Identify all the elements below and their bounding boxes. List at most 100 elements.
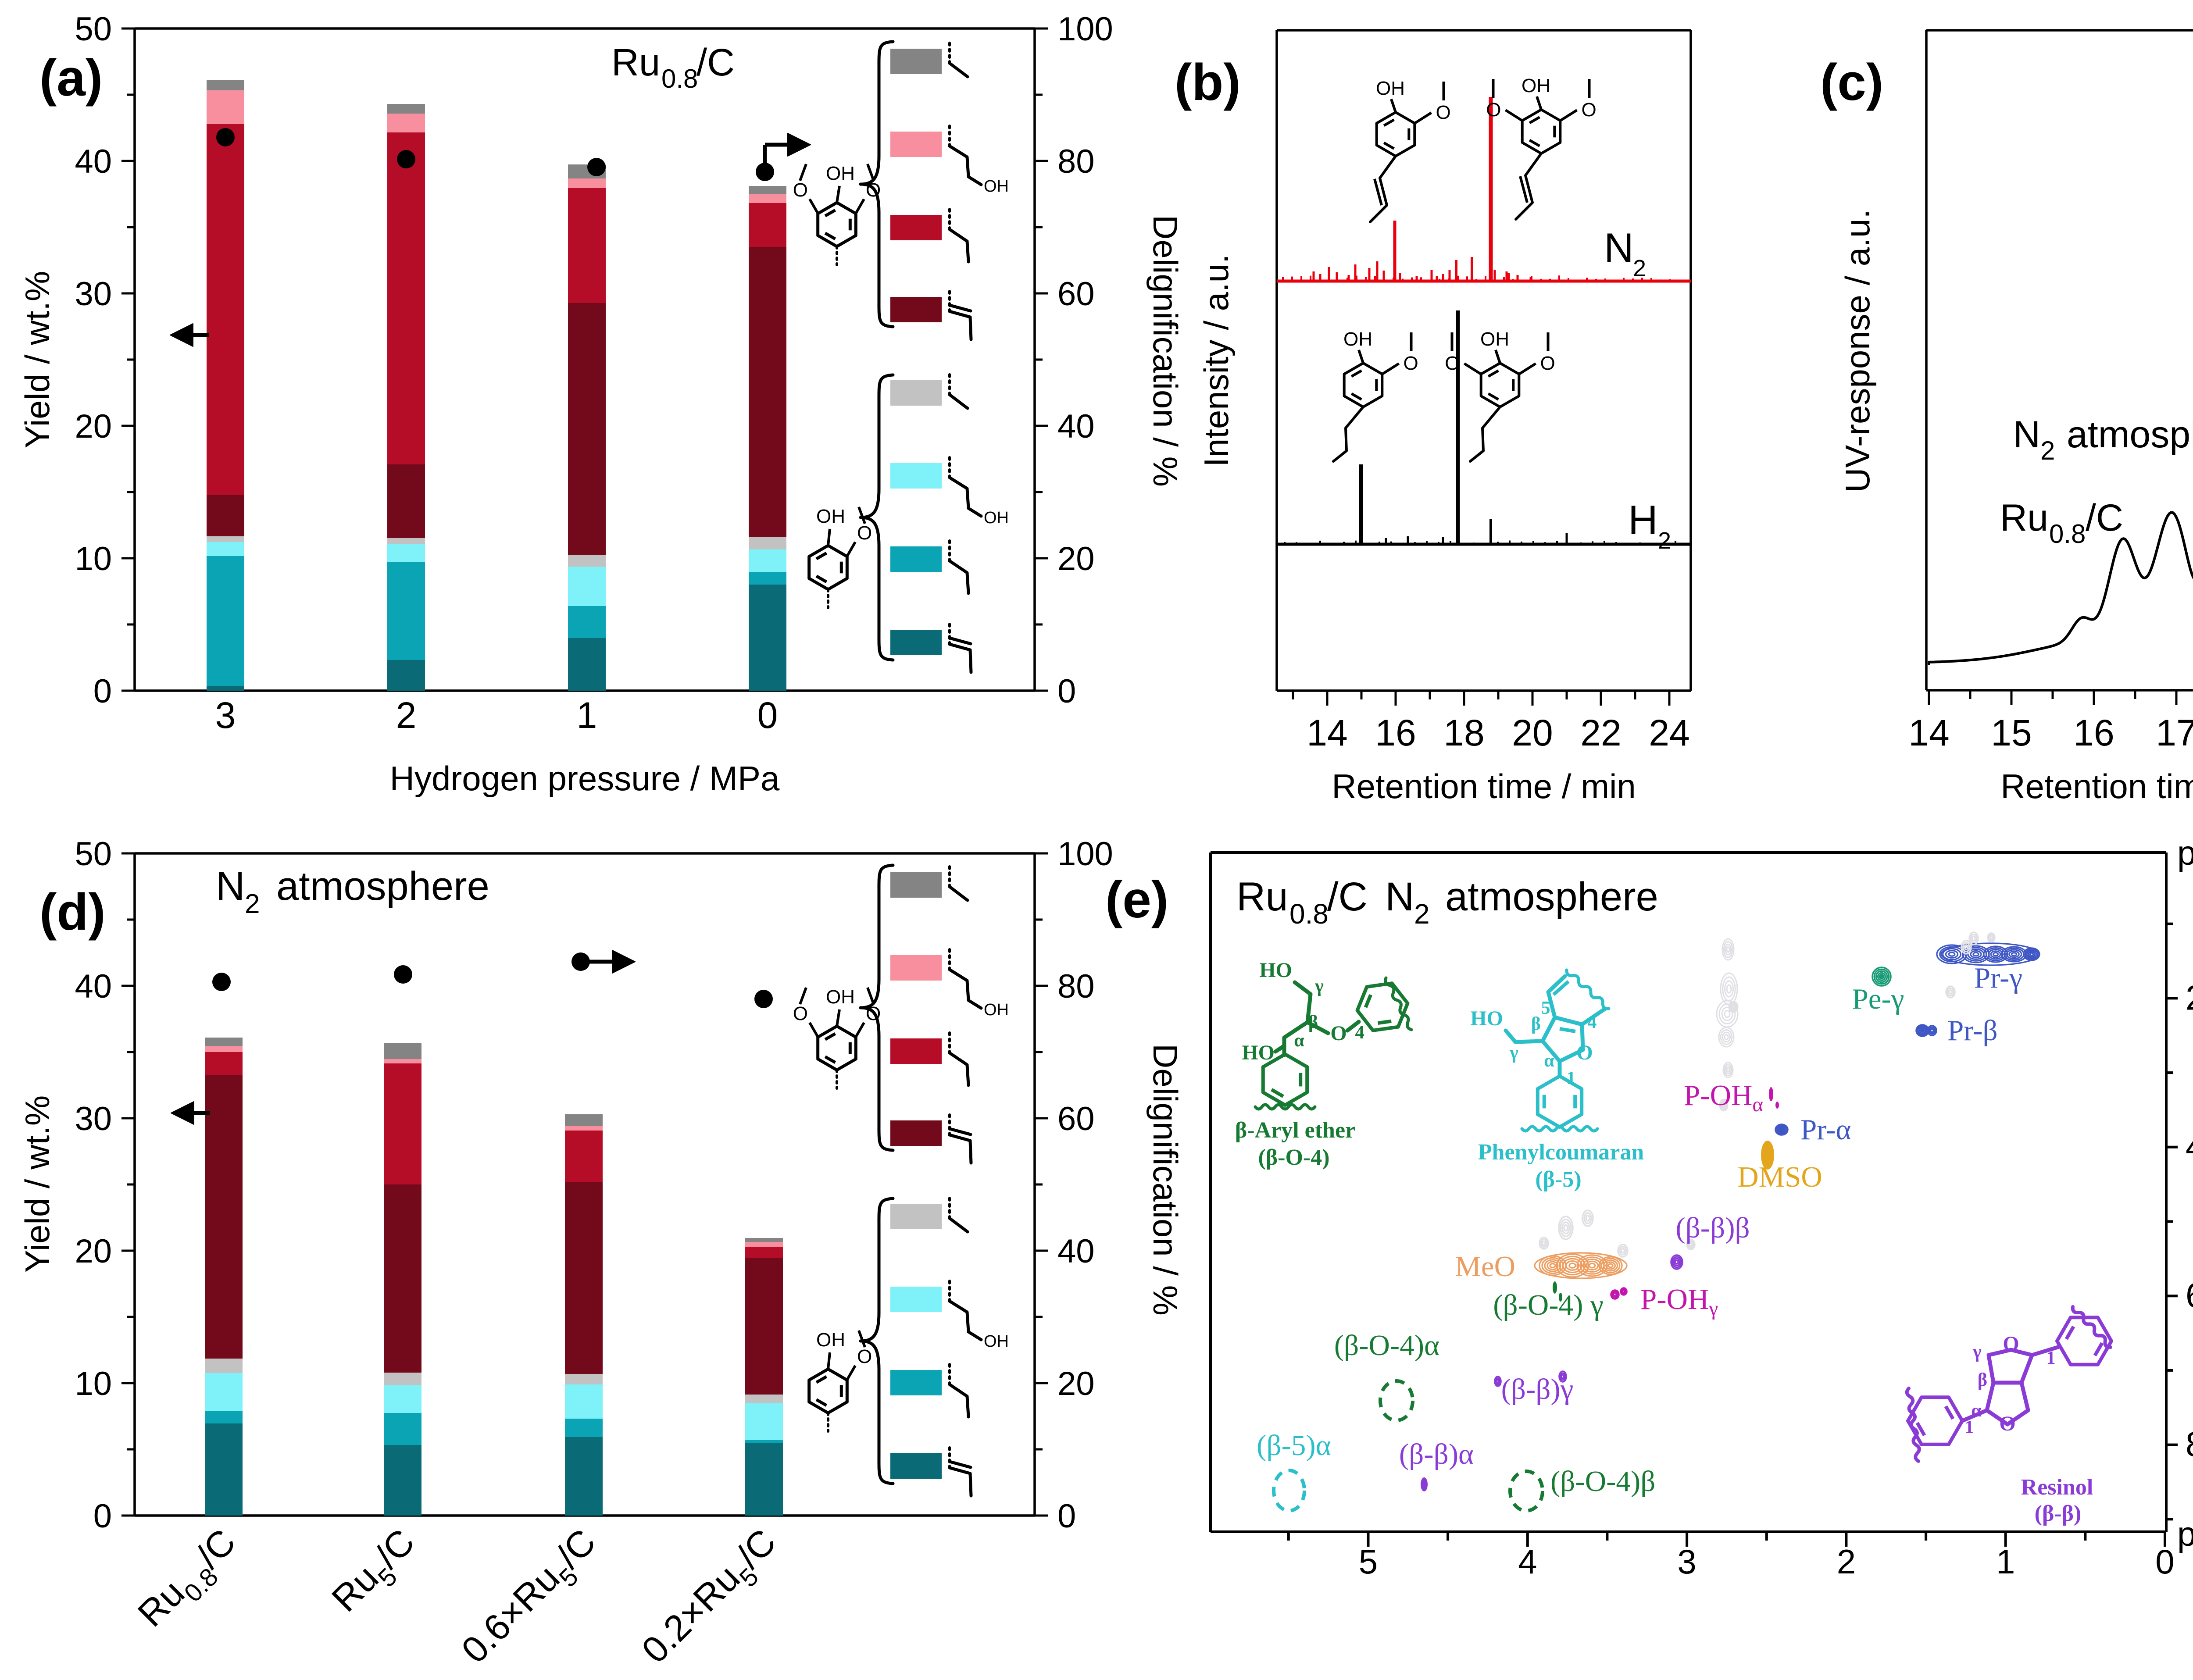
- svg-text:/C: /C: [696, 41, 735, 84]
- svg-text:O: O: [1330, 1022, 1347, 1045]
- svg-text:(β-5): (β-5): [1535, 1167, 1581, 1192]
- svg-text:5: 5: [1359, 1542, 1378, 1581]
- svg-text:3: 3: [1677, 1542, 1696, 1581]
- svg-text:α: α: [1544, 1051, 1554, 1071]
- svg-text:Ru: Ru: [611, 41, 660, 84]
- svg-text:DMSO: DMSO: [1737, 1161, 1822, 1193]
- svg-text:OH: OH: [826, 163, 855, 184]
- svg-text:0: 0: [757, 695, 778, 736]
- svg-text:OH: OH: [984, 509, 1009, 527]
- svg-text:(b): (b): [1175, 54, 1241, 111]
- svg-text:20: 20: [2186, 978, 2193, 1017]
- svg-text:2: 2: [1414, 898, 1430, 930]
- svg-text:(β-β)α: (β-β)α: [1399, 1438, 1474, 1470]
- svg-text:O: O: [1486, 99, 1501, 121]
- svg-text:γ: γ: [1314, 976, 1324, 996]
- svg-text:2: 2: [396, 695, 417, 736]
- svg-text:Yield / wt.%: Yield / wt.%: [18, 1095, 57, 1273]
- svg-text:(d): (d): [39, 883, 106, 941]
- svg-text:Delignification / %: Delignification / %: [1146, 215, 1185, 487]
- svg-text:O: O: [857, 522, 872, 544]
- svg-text:N: N: [1604, 225, 1634, 271]
- svg-text:80: 80: [2186, 1425, 2193, 1464]
- svg-text:HO: HO: [1259, 959, 1292, 982]
- svg-text:N: N: [216, 864, 245, 909]
- svg-text:OH: OH: [984, 1001, 1009, 1019]
- svg-text:(β-β)β: (β-β)β: [1675, 1212, 1750, 1244]
- svg-text:60: 60: [1057, 1100, 1095, 1138]
- svg-text:(c): (c): [1820, 54, 1883, 111]
- svg-text:α: α: [1294, 1031, 1304, 1051]
- svg-text:OH: OH: [1522, 75, 1550, 96]
- svg-text:OH: OH: [1376, 78, 1405, 99]
- svg-text:0.8: 0.8: [1289, 898, 1329, 930]
- svg-text:N: N: [2013, 414, 2040, 456]
- svg-text:30: 30: [75, 275, 112, 313]
- svg-text:0.8: 0.8: [2049, 519, 2086, 549]
- svg-text:4: 4: [1518, 1542, 1537, 1581]
- svg-text:Delignification / %: Delignification / %: [1146, 1044, 1185, 1316]
- svg-text:50: 50: [75, 835, 112, 873]
- svg-text:30: 30: [75, 1100, 112, 1138]
- svg-text:OH: OH: [816, 506, 845, 527]
- svg-text:2: 2: [2040, 436, 2055, 465]
- svg-text:40: 40: [75, 968, 112, 1005]
- svg-text:O: O: [866, 1003, 881, 1024]
- svg-text:Ru: Ru: [1236, 874, 1288, 919]
- svg-text:40: 40: [2186, 1127, 2193, 1166]
- svg-text:Phenylcoumaran: Phenylcoumaran: [1478, 1140, 1644, 1165]
- svg-text:0: 0: [1057, 1498, 1076, 1535]
- svg-text:Retention time / min: Retention time / min: [2000, 767, 2193, 806]
- svg-text:100: 100: [1057, 11, 1113, 48]
- svg-text:atmosphere: atmosphere: [2067, 414, 2193, 456]
- svg-text:atmosphere: atmosphere: [1445, 874, 1658, 919]
- svg-text:O: O: [866, 179, 881, 201]
- svg-text:HO: HO: [1470, 1007, 1503, 1030]
- svg-text:O: O: [1576, 1041, 1593, 1064]
- svg-text:O: O: [793, 1003, 808, 1024]
- svg-text:ppm: ppm: [2177, 834, 2193, 872]
- svg-text:1: 1: [1996, 1542, 2015, 1581]
- svg-text:O: O: [2003, 1332, 2019, 1355]
- svg-text:100: 100: [1057, 835, 1113, 873]
- svg-text:40: 40: [1057, 408, 1095, 445]
- svg-text:atmosphere: atmosphere: [276, 864, 489, 909]
- svg-text:UV-response / a.u.: UV-response / a.u.: [1838, 209, 1877, 492]
- svg-text:Pr-α: Pr-α: [1800, 1113, 1851, 1146]
- svg-text:γ: γ: [1509, 1043, 1518, 1063]
- svg-text:14: 14: [1908, 712, 1949, 753]
- svg-text:OH: OH: [1343, 328, 1372, 350]
- svg-text:(a): (a): [39, 49, 103, 107]
- svg-text:1: 1: [2047, 1348, 2056, 1368]
- svg-text:Pr-β: Pr-β: [1947, 1014, 1998, 1047]
- svg-text:O: O: [1436, 102, 1451, 123]
- svg-text:20: 20: [1057, 1365, 1095, 1402]
- svg-text:O: O: [1540, 353, 1555, 374]
- svg-text:2: 2: [1633, 255, 1646, 282]
- svg-text:14: 14: [1307, 712, 1347, 753]
- svg-text:2: 2: [245, 889, 260, 919]
- svg-text:γ: γ: [1972, 1342, 1982, 1362]
- svg-text:2: 2: [1658, 528, 1671, 554]
- svg-text:(β-O-4)β: (β-O-4)β: [1550, 1465, 1655, 1498]
- svg-text:OH: OH: [826, 986, 855, 1008]
- svg-text:Hydrogen pressure / MPa: Hydrogen pressure / MPa: [390, 759, 780, 798]
- svg-text:O: O: [857, 1346, 872, 1367]
- svg-text:16: 16: [2073, 712, 2114, 753]
- svg-text:60: 60: [2186, 1276, 2193, 1315]
- svg-text:(β-β)γ: (β-β)γ: [1501, 1373, 1574, 1405]
- svg-text:O: O: [1404, 353, 1418, 374]
- svg-text:18: 18: [1443, 712, 1484, 753]
- svg-text:O: O: [1999, 1412, 2015, 1435]
- svg-text:40: 40: [1057, 1233, 1095, 1270]
- svg-text:P-OHα: P-OHα: [1684, 1079, 1763, 1116]
- svg-text:3: 3: [215, 695, 236, 736]
- svg-text:50: 50: [75, 11, 112, 48]
- svg-text:Pe-γ: Pe-γ: [1852, 983, 1904, 1015]
- svg-text:OH: OH: [816, 1329, 845, 1351]
- svg-text:HO: HO: [1242, 1041, 1275, 1064]
- svg-text:Yield / wt.%: Yield / wt.%: [18, 271, 57, 449]
- svg-text:(β-5)α: (β-5)α: [1257, 1429, 1331, 1462]
- svg-text:β-Aryl ether: β-Aryl ether: [1235, 1118, 1355, 1143]
- svg-text:(β-O-4)α: (β-O-4)α: [1334, 1329, 1439, 1362]
